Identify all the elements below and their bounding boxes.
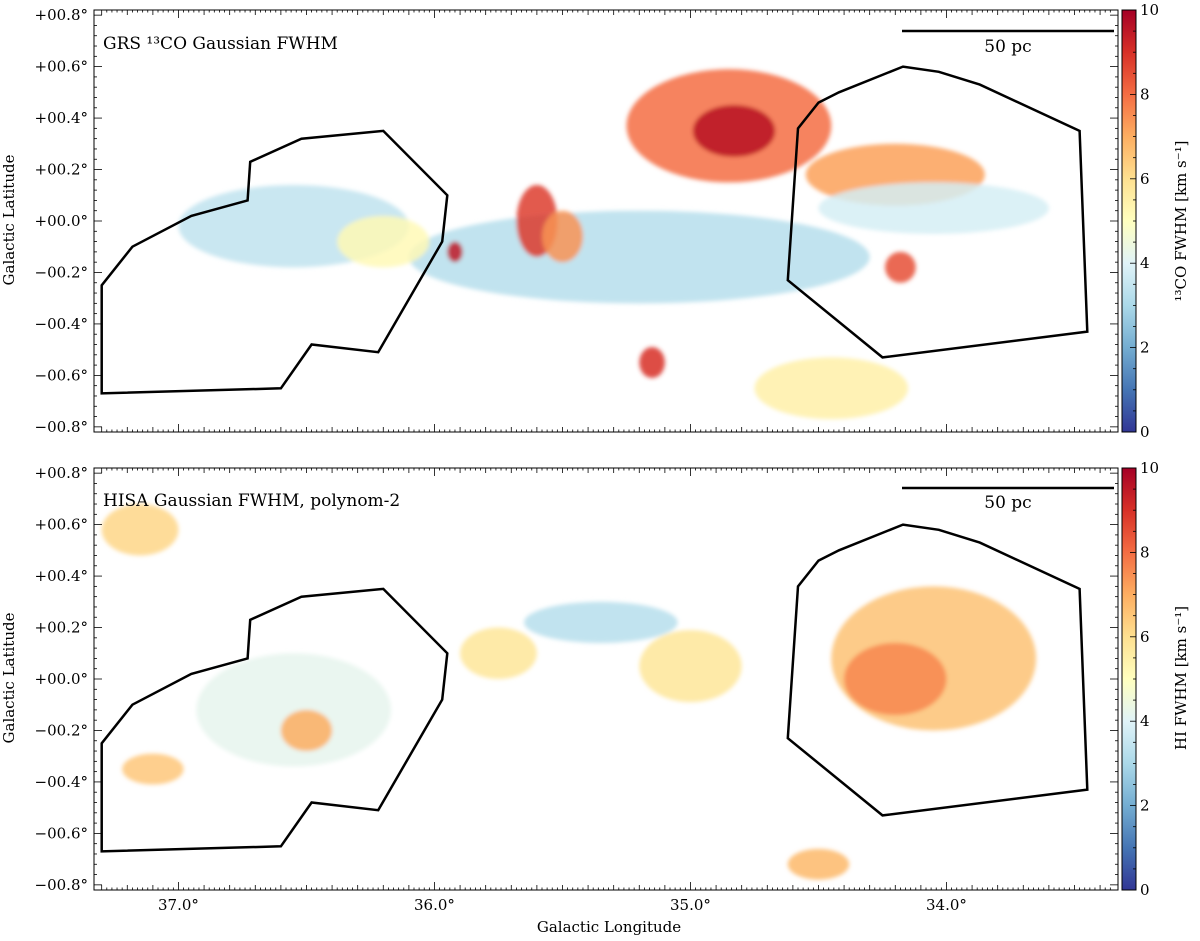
- colorbar-tick-label: 10: [1140, 459, 1159, 477]
- colorbar-tick-label: 6: [1140, 170, 1150, 188]
- colorbar-tick-label: 2: [1140, 797, 1150, 815]
- region-polygon: [786, 523, 1089, 817]
- scale-bar-top: 50 pc: [902, 29, 1114, 57]
- region-polygon: [100, 587, 449, 853]
- y-axis-label-top: Galactic Latitude: [0, 154, 18, 285]
- panel-title-top: GRS ¹³CO Gaussian FWHM: [103, 34, 338, 54]
- y-tick-label: +00.0°: [35, 670, 88, 688]
- region-polygon: [100, 129, 449, 395]
- y-tick-label: +00.2°: [35, 619, 88, 637]
- y-axis-label-bottom: Galactic Latitude: [0, 612, 18, 743]
- emission-blob: [885, 251, 916, 283]
- scale-bar-bottom: 50 pc: [902, 486, 1114, 513]
- y-tick-label: −00.2°: [35, 721, 88, 739]
- colorbar-label-bottom: HI FWHM [km s⁻¹]: [1172, 606, 1190, 750]
- y-tick-label: −00.6°: [35, 824, 88, 842]
- emission-blob: [693, 105, 775, 157]
- panel-top-13co: +00.8° +00.6° +00.4° +00.2° +00.0° −00.2° −00.…: [0, 1, 1190, 441]
- x-tick-label: 36.0°: [414, 896, 455, 914]
- colorbar-tick-label: 4: [1140, 712, 1150, 730]
- colorbar-tick-label: 8: [1140, 543, 1150, 561]
- colorbar-tick-label: 0: [1140, 881, 1150, 899]
- x-ticks: [101, 10, 1111, 432]
- y-tick-label: +00.4°: [35, 109, 88, 127]
- emission-blob: [460, 627, 537, 680]
- y-ticks: +00.8° +00.6° +00.4° +00.2° +00.0° −00.2° −00.…: [35, 464, 1118, 894]
- y-tick-label: −00.4°: [35, 773, 88, 791]
- emission-blobs: [178, 69, 1049, 420]
- y-tick-label: −00.2°: [35, 263, 88, 281]
- x-tick-label: 35.0°: [670, 896, 711, 914]
- colorbar-top: 0 2 4 6 8 10 ¹³CO FWHM [km s⁻¹]: [1121, 1, 1190, 441]
- y-ticks: +00.8° +00.6° +00.4° +00.2° +00.0° −00.2° −00.…: [35, 6, 1118, 436]
- x-ticks: 37.0° 36.0° 35.0° 34.0°: [101, 468, 1111, 914]
- y-tick-label: −00.6°: [35, 366, 88, 384]
- colorbar-label-top: ¹³CO FWHM [km s⁻¹]: [1172, 140, 1190, 301]
- panel-bottom-hisa: 37.0° 36.0° 35.0° 34.0°+00.8°+00.6°+00.4°+0…: [0, 459, 1190, 914]
- colorbar-tick-label: 6: [1140, 628, 1150, 646]
- y-tick-label: +00.8°: [35, 6, 88, 24]
- scale-bar-label-bottom: 50 pc: [984, 493, 1031, 513]
- scale-bar-label-top: 50 pc: [984, 37, 1031, 57]
- colorbar-tick-label: 0: [1140, 423, 1150, 441]
- x-tick-label: 37.0°: [158, 896, 199, 914]
- emission-blob: [787, 848, 850, 880]
- plot-area-bottom: 37.0° 36.0° 35.0° 34.0°+00.8°+00.6°+00.4°+0…: [35, 464, 1119, 914]
- emission-blob: [122, 753, 184, 785]
- emission-layer: [100, 65, 1089, 420]
- emission-blob: [196, 653, 391, 767]
- colorbar-ticks-bottom: 0 2 4 6 8 10: [1130, 459, 1159, 899]
- y-tick-label: +00.6°: [35, 58, 88, 76]
- emission-blob: [337, 215, 430, 268]
- emission-blobs: [101, 504, 1037, 880]
- emission-blob: [542, 210, 583, 263]
- x-axis-label: Galactic Longitude: [537, 918, 681, 936]
- emission-blob: [639, 630, 742, 703]
- colorbar-tick-label: 8: [1140, 85, 1150, 103]
- y-tick-label: +00.8°: [35, 464, 88, 482]
- emission-blob: [447, 241, 463, 263]
- plot-area-top: +00.8° +00.6° +00.4° +00.2° +00.0° −00.2° −00.…: [35, 6, 1119, 436]
- y-tick-label: −00.8°: [35, 418, 88, 436]
- emission-blob: [844, 642, 947, 716]
- panel-title-bottom: HISA Gaussian FWHM, polynom-2: [103, 491, 400, 511]
- y-tick-label: −00.4°: [35, 315, 88, 333]
- emission-layer: [100, 504, 1089, 880]
- region-polygon: [786, 65, 1089, 359]
- emission-blob: [101, 504, 179, 556]
- y-tick-label: +00.0°: [35, 212, 88, 230]
- y-tick-label: +00.2°: [35, 161, 88, 179]
- colorbar-tick-label: 2: [1140, 339, 1150, 357]
- emission-blob: [280, 709, 333, 752]
- colorbar-tick-label: 4: [1140, 254, 1150, 272]
- emission-blob: [754, 357, 909, 420]
- y-tick-label: +00.4°: [35, 567, 88, 585]
- colorbar-tick-label: 10: [1140, 1, 1159, 19]
- emission-blob: [524, 601, 678, 643]
- y-tick-label: −00.8°: [35, 876, 88, 894]
- x-tick-label: 34.0°: [926, 896, 967, 914]
- emission-blob: [818, 182, 1049, 234]
- emission-blob: [639, 347, 665, 378]
- colorbar-ticks-top: 0 2 4 6 8 10: [1130, 1, 1159, 441]
- colorbar-bottom: 0 2 4 6 8 10 HI FWHM [km s⁻¹]: [1121, 459, 1190, 899]
- y-tick-label: +00.6°: [35, 516, 88, 534]
